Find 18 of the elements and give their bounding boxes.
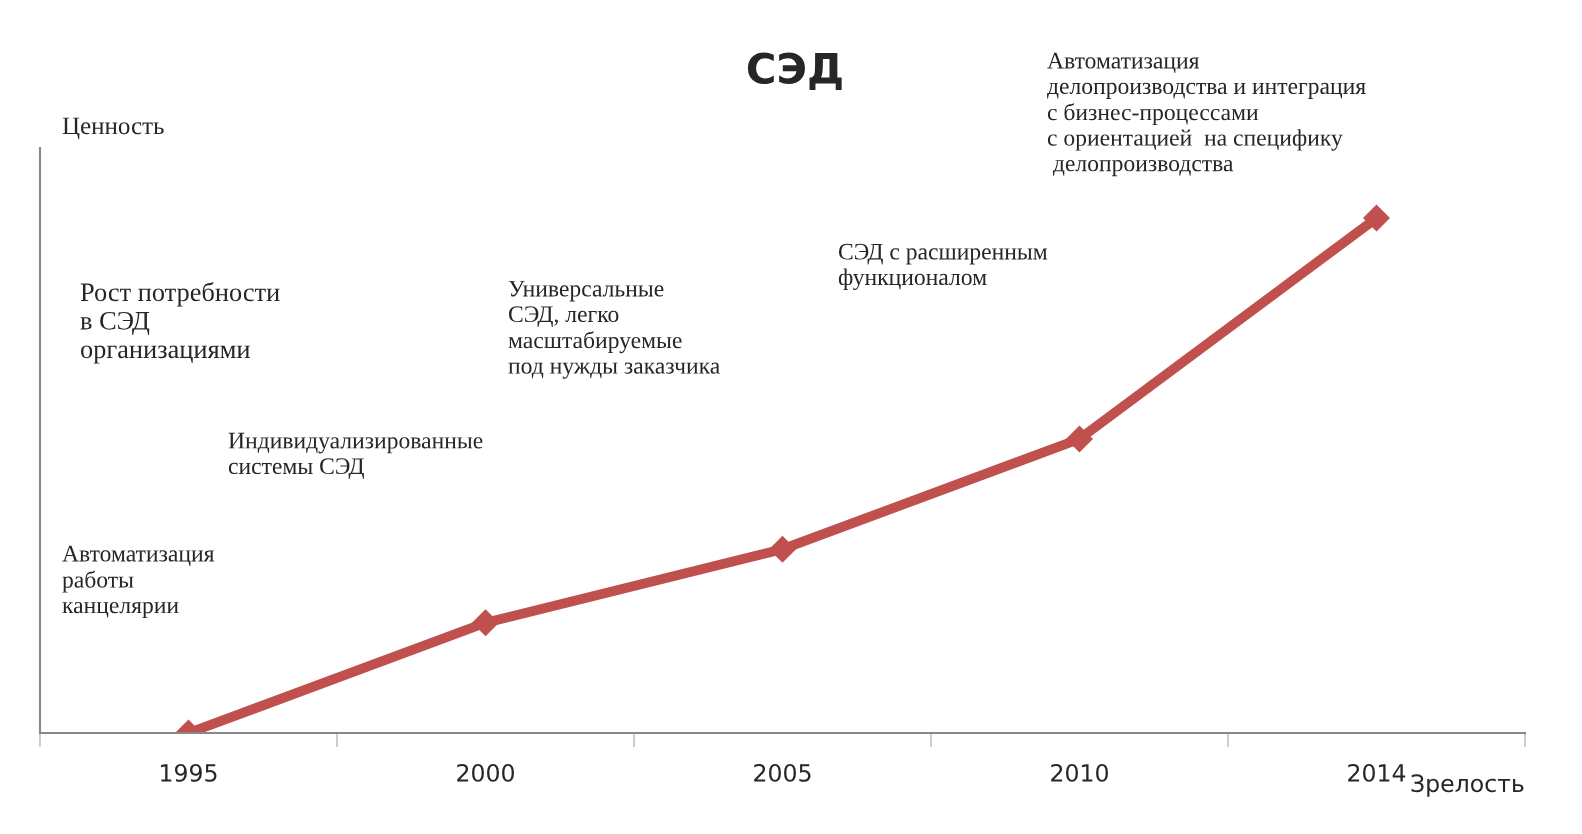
x-tick-label: 2010	[1051, 763, 1108, 782]
point	[1066, 425, 1093, 453]
point	[1363, 204, 1390, 232]
point	[769, 535, 796, 563]
x-tick-label: 2000	[457, 763, 514, 782]
y-axis-title: Ценность	[62, 117, 164, 140]
annotation: Рост потребности в СЭД организациями	[80, 282, 280, 364]
x-tick-label: 1995	[161, 763, 217, 782]
text: Автоматизация делопроизводства и интеграция с бизнес-процессами с ориентацией на специфику делопроизводства	[1047, 52, 1366, 177]
annotation: Индивидуализированные системы СЭД	[228, 432, 483, 479]
annotation: Автоматизация работы канцелярии	[62, 545, 215, 619]
annotation: Универсальные СЭД, легко масштабируемые под нужды заказчика	[508, 280, 720, 379]
x-axis-title: Зрелость	[1411, 774, 1524, 797]
x-tick-label: 2014	[1348, 763, 1406, 782]
annotation: СЭД с расширенным функционалом	[838, 243, 1048, 290]
x-tick-label: 2005	[754, 763, 811, 782]
point	[472, 609, 499, 637]
chart-title: СЭД	[747, 52, 842, 91]
